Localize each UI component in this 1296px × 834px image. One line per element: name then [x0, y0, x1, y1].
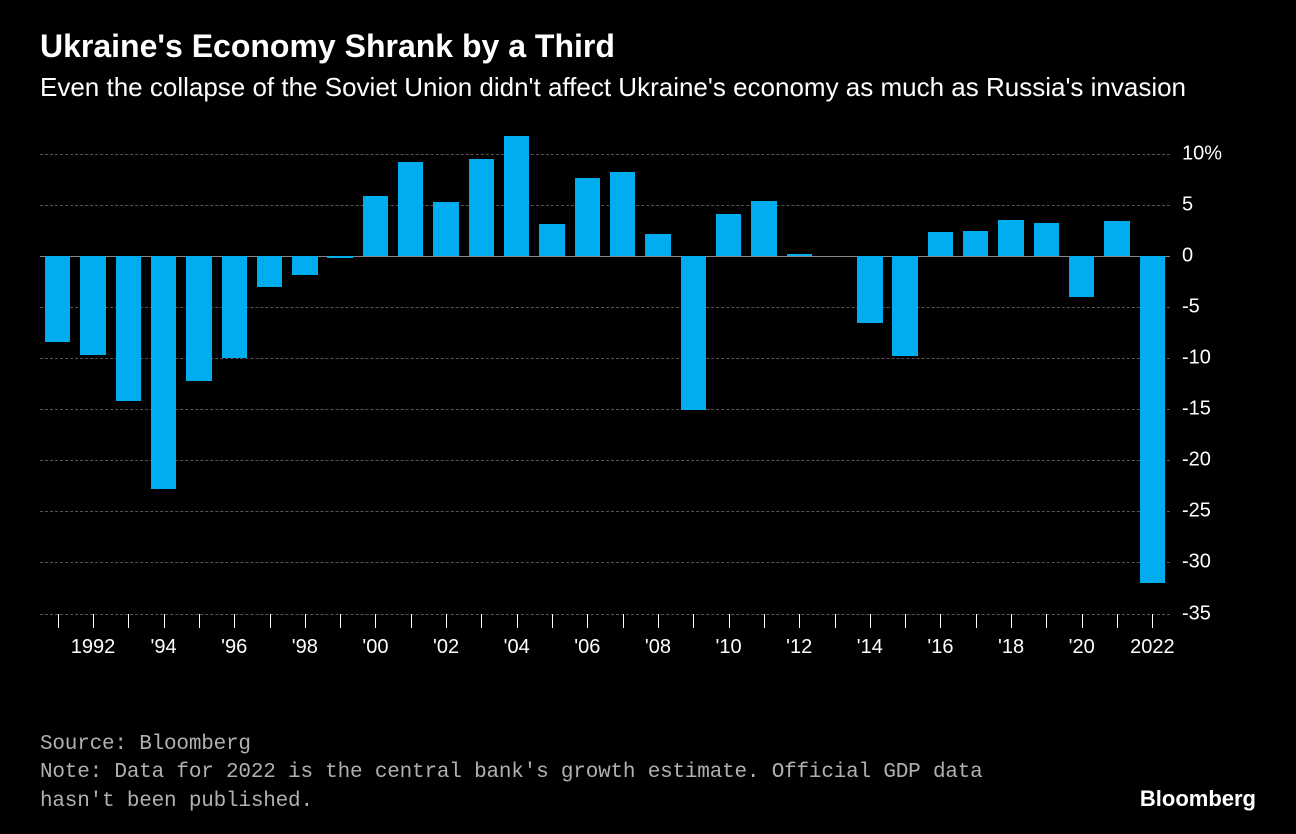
xtick-mark: [1082, 614, 1083, 628]
xtick-mark: [693, 614, 694, 628]
xtick-mark: [1117, 614, 1118, 628]
gridline: [40, 614, 1170, 615]
xtick-label: '00: [362, 636, 388, 659]
xtick-label: '08: [645, 636, 671, 659]
brand-logo: Bloomberg: [1140, 786, 1256, 812]
bar: [363, 196, 388, 256]
xtick-mark: [905, 614, 906, 628]
xtick-mark: [93, 614, 94, 628]
bar: [963, 231, 988, 257]
xtick-mark: [940, 614, 941, 628]
ytick-label: 10%: [1182, 142, 1222, 165]
bar: [787, 254, 812, 256]
bar: [1140, 256, 1165, 583]
xtick-label: '10: [716, 636, 742, 659]
bar: [504, 136, 529, 257]
bar: [1104, 221, 1129, 256]
plot-area: [40, 134, 1170, 614]
xtick-mark: [234, 614, 235, 628]
ytick-label: -5: [1182, 296, 1200, 319]
xtick-mark: [658, 614, 659, 628]
bar: [857, 256, 882, 323]
bar: [539, 224, 564, 256]
ytick-label: -20: [1182, 449, 1211, 472]
bar: [1069, 256, 1094, 297]
bar: [433, 202, 458, 256]
chart-title: Ukraine's Economy Shrank by a Third: [40, 28, 1256, 65]
bar: [186, 256, 211, 381]
bar: [257, 256, 282, 287]
xtick-mark: [729, 614, 730, 628]
bar: [45, 256, 70, 342]
xtick-mark: [305, 614, 306, 628]
xtick-mark: [870, 614, 871, 628]
xtick-mark: [340, 614, 341, 628]
bar: [116, 256, 141, 401]
xtick-mark: [764, 614, 765, 628]
ytick-label: -25: [1182, 500, 1211, 523]
bar: [998, 220, 1023, 256]
bar: [892, 256, 917, 356]
bar: [80, 256, 105, 355]
bar: [292, 256, 317, 275]
xtick-mark: [1152, 614, 1153, 628]
xtick-mark: [1046, 614, 1047, 628]
chart-subtitle: Even the collapse of the Soviet Union di…: [40, 71, 1256, 104]
xtick-mark: [481, 614, 482, 628]
bar: [751, 201, 776, 256]
xtick-mark: [623, 614, 624, 628]
bar: [681, 256, 706, 410]
xtick-mark: [976, 614, 977, 628]
ytick-label: -10: [1182, 347, 1211, 370]
xtick-label: '14: [857, 636, 883, 659]
source-text: Source: Bloomberg: [40, 731, 1020, 759]
xtick-mark: [58, 614, 59, 628]
note-text: Note: Data for 2022 is the central bank'…: [40, 759, 1020, 816]
ytick-label: -15: [1182, 398, 1211, 421]
xtick-mark: [164, 614, 165, 628]
xtick-label: '16: [927, 636, 953, 659]
xtick-mark: [411, 614, 412, 628]
xtick-label: '06: [574, 636, 600, 659]
xtick-mark: [799, 614, 800, 628]
bars-container: [40, 134, 1170, 614]
bar: [327, 256, 352, 258]
ytick-label: 0: [1182, 245, 1193, 268]
xtick-mark: [517, 614, 518, 628]
ytick-label: -35: [1182, 602, 1211, 625]
xtick-mark: [375, 614, 376, 628]
xtick-mark: [128, 614, 129, 628]
bar: [575, 178, 600, 256]
xtick-label: '12: [786, 636, 812, 659]
bar: [928, 232, 953, 257]
bar: [716, 214, 741, 256]
xtick-label: '18: [998, 636, 1024, 659]
chart-footer: Source: Bloomberg Note: Data for 2022 is…: [40, 731, 1020, 816]
xtick-mark: [587, 614, 588, 628]
xtick-label: '20: [1069, 636, 1095, 659]
bar: [222, 256, 247, 358]
bar: [610, 172, 635, 256]
bar: [645, 234, 670, 256]
bar: [398, 162, 423, 256]
bar: [1034, 223, 1059, 256]
ytick-label: -30: [1182, 551, 1211, 574]
xtick-mark: [835, 614, 836, 628]
xtick-mark: [199, 614, 200, 628]
ytick-label: 5: [1182, 193, 1193, 216]
xtick-label: 2022: [1130, 636, 1175, 659]
chart-area: 10%50-5-10-15-20-25-30-35 1992'94'96'98'…: [40, 134, 1256, 644]
xtick-mark: [552, 614, 553, 628]
bar: [151, 256, 176, 489]
xtick-mark: [1011, 614, 1012, 628]
xtick-mark: [446, 614, 447, 628]
xtick-label: '94: [151, 636, 177, 659]
xtick-label: 1992: [71, 636, 116, 659]
xtick-label: '04: [504, 636, 530, 659]
xtick-mark: [270, 614, 271, 628]
xtick-label: '96: [221, 636, 247, 659]
xtick-label: '02: [433, 636, 459, 659]
xtick-label: '98: [292, 636, 318, 659]
bar: [469, 159, 494, 256]
